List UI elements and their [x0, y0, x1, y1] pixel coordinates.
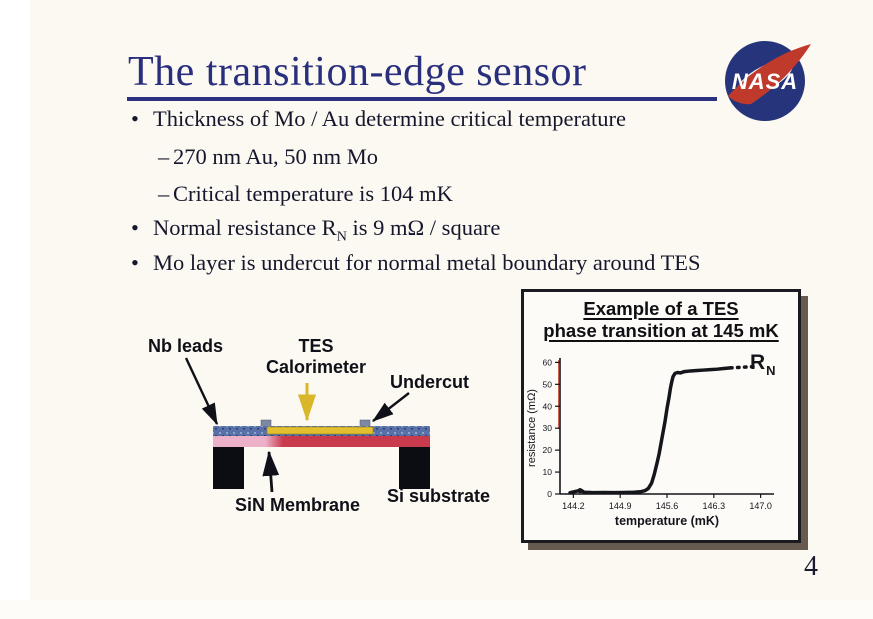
y-axis-label: resistance (mΩ)	[526, 389, 538, 467]
label-nb-leads: Nb leads	[148, 336, 223, 356]
transition-curve	[568, 365, 733, 495]
tes-layer	[266, 426, 374, 435]
scan-margin-bottom	[0, 600, 873, 619]
y-tick-label: 50	[543, 379, 553, 389]
si-substrate-right	[399, 447, 430, 489]
subbullet-critical-temp-text: Critical temperature is 104 mK	[173, 181, 453, 206]
tes-transition-chart-box: Example of a TES phase transition at 145…	[521, 289, 801, 543]
nb-leads-arrow	[184, 357, 219, 426]
subbullet-layers-text: 270 nm Au, 50 nm Mo	[173, 144, 379, 169]
x-tick-label: 144.9	[609, 501, 632, 511]
page-title: The transition-edge sensor	[128, 49, 587, 95]
bullet-dot: •	[131, 106, 139, 131]
dash-marker: –	[158, 181, 170, 206]
subbullet-critical-temp: – Critical temperature is 104 mK	[158, 180, 453, 207]
tes-cross-section-diagram: Nb leads TES Calorimeter Undercut SiN Me…	[148, 336, 490, 515]
bullet-thickness: • Thickness of Mo / Au determine critical…	[131, 105, 626, 132]
bullet-normal-resistance: • Normal resistance RN is 9 mΩ / square	[131, 214, 500, 246]
bullet-dot: •	[131, 250, 139, 275]
x-tick-label: 145.6	[656, 501, 679, 511]
title-underline	[127, 97, 717, 101]
label-tes: TES	[298, 336, 333, 356]
nasa-wordmark: NASA	[732, 69, 798, 94]
scan-margin-strip	[0, 0, 30, 619]
bullet-resistance-pre: Normal resistance R	[153, 215, 337, 240]
x-tick-label: 144.2	[562, 501, 585, 511]
label-undercut: Undercut	[390, 372, 469, 392]
y-tick-label: 10	[543, 467, 553, 477]
chart-title-line1: Example of a TES	[583, 298, 739, 319]
undercut-arrow	[372, 392, 410, 422]
y-tick-label: 0	[547, 489, 552, 499]
x-tick-label: 147.0	[749, 501, 772, 511]
x-tick-label: 146.3	[703, 501, 726, 511]
nasa-logo-icon: NASA	[725, 41, 811, 121]
bullet-undercut-text: Mo layer is undercut for normal metal bo…	[153, 250, 701, 275]
sin-membrane-arrow	[262, 450, 280, 493]
sin-membrane-layer	[213, 436, 283, 447]
y-tick-label: 20	[543, 445, 553, 455]
bullet-undercut: • Mo layer is undercut for normal metal b…	[131, 249, 701, 276]
x-axis-label: temperature (mK)	[615, 514, 719, 528]
y-tick-label: 30	[543, 423, 553, 433]
chart-title-line2: phase transition at 145 mK	[543, 319, 779, 341]
y-tick-label: 40	[543, 401, 553, 411]
nasa-swoosh	[728, 44, 811, 105]
rn-subscript: N	[336, 229, 347, 245]
subbullet-layers: –270 nm Au, 50 nm Mo	[158, 143, 378, 170]
outlier-data-point	[577, 487, 583, 493]
si-substrate-left	[213, 447, 244, 489]
y-tick-label: 60	[543, 357, 553, 367]
bullet-thickness-text: Thickness of Mo / Au determine critical …	[153, 106, 626, 131]
curve-dashed-extension	[728, 364, 758, 370]
label-si-substrate: Si substrate	[387, 486, 490, 506]
rn-annotation: RN	[750, 351, 776, 378]
bullet-resistance-post: is 9 mΩ / square	[346, 215, 501, 240]
label-sin-membrane: SiN Membrane	[235, 495, 360, 515]
bullet-dot: •	[131, 215, 139, 240]
red-layer	[213, 436, 430, 447]
dash-marker: –	[158, 144, 170, 169]
label-calorimeter: Calorimeter	[266, 357, 366, 377]
transition-curve-plot: temperature (mK) resistance (mΩ) RN 144.…	[526, 351, 776, 528]
page-number: 4	[804, 551, 818, 582]
